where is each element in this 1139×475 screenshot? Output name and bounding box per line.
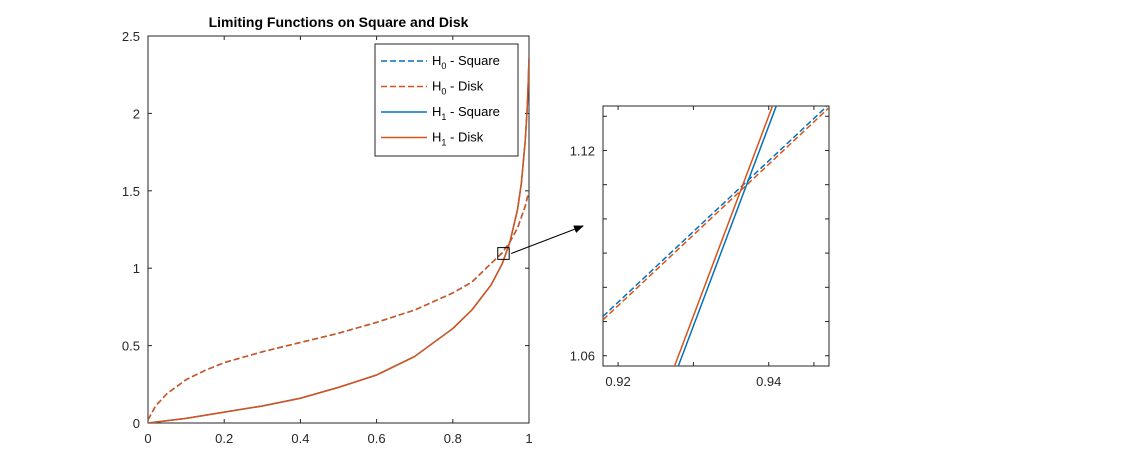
- legend-entry-label: H1 - Square: [432, 104, 500, 122]
- legend-entry-suffix: - Square: [446, 104, 499, 119]
- x-tick-label: 0.2: [215, 431, 233, 446]
- x-tick-label: 0.4: [291, 431, 309, 446]
- y-tick-label: 2.5: [122, 29, 140, 44]
- chart-title: Limiting Functions on Square and Disk: [209, 14, 469, 30]
- x-tick-label: 0.6: [368, 431, 386, 446]
- y-tick-label: 0.5: [122, 339, 140, 354]
- series-group: [603, 106, 829, 366]
- series-group: [148, 57, 529, 423]
- y-tick-label: 1: [133, 261, 140, 276]
- y-tick-label: 1.12: [570, 143, 595, 158]
- x-tick-label: 0.94: [756, 374, 781, 389]
- series-line-h1-disk: [148, 57, 529, 423]
- series-line-h1-square: [677, 106, 777, 366]
- legend-entry-suffix: - Disk: [446, 79, 483, 94]
- x-tick-label: 1: [525, 431, 532, 446]
- series-line-h0-disk: [603, 107, 829, 321]
- zoom-callout: [511, 225, 584, 254]
- callout-arrow: [511, 225, 584, 254]
- legend-entry-base: H: [432, 53, 441, 68]
- x-tick-label: 0.92: [605, 374, 630, 389]
- main-chart: 0 0.2 0.4 0.6 0.8 1 0 0.5 1 1.5 2 2.5 Limiting Funct…: [122, 14, 533, 446]
- legend-entry-subscript: 0: [441, 61, 446, 71]
- legend-entry-label: H1 - Disk: [432, 130, 484, 148]
- legend-entry-base: H: [432, 130, 441, 145]
- series-line-h1-disk: [673, 106, 774, 366]
- y-tick-label: 0: [133, 416, 140, 431]
- legend-entry-base: H: [432, 104, 441, 119]
- legend-entry-label: H0 - Disk: [432, 79, 484, 97]
- x-tick-label: 0: [144, 431, 151, 446]
- legend-entry-suffix: - Disk: [446, 130, 483, 145]
- axes-frame: [602, 105, 830, 367]
- y-tick-label: 1.06: [570, 349, 595, 364]
- y-tick-label: 1.5: [122, 184, 140, 199]
- series-line-h0-square: [603, 106, 829, 317]
- legend-entry-subscript: 0: [441, 87, 446, 97]
- legend-entry-base: H: [432, 79, 441, 94]
- zoom-region-box: [497, 247, 510, 260]
- zoom-inset-chart: 0.92 0.94 1.06 1.12: [570, 105, 830, 389]
- y-tick-label: 2: [133, 106, 140, 121]
- legend-entry-subscript: 1: [441, 138, 446, 148]
- series-line-h0-disk: [148, 190, 529, 421]
- legend-entry-subscript: 1: [441, 112, 446, 122]
- x-tick-label: 0.8: [444, 431, 462, 446]
- legend-entry-suffix: - Square: [446, 53, 499, 68]
- legend-entry-label: H0 - Square: [432, 53, 500, 71]
